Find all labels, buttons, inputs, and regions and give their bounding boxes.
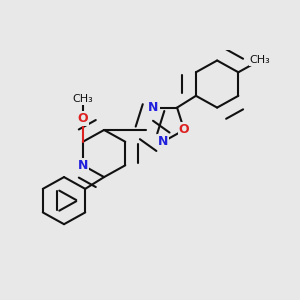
Text: O: O — [78, 112, 88, 125]
Text: N: N — [78, 159, 88, 172]
Text: O: O — [179, 124, 190, 136]
Text: N: N — [158, 135, 168, 148]
Text: N: N — [148, 101, 159, 114]
Text: CH₃: CH₃ — [249, 56, 270, 65]
Text: CH₃: CH₃ — [73, 94, 93, 104]
